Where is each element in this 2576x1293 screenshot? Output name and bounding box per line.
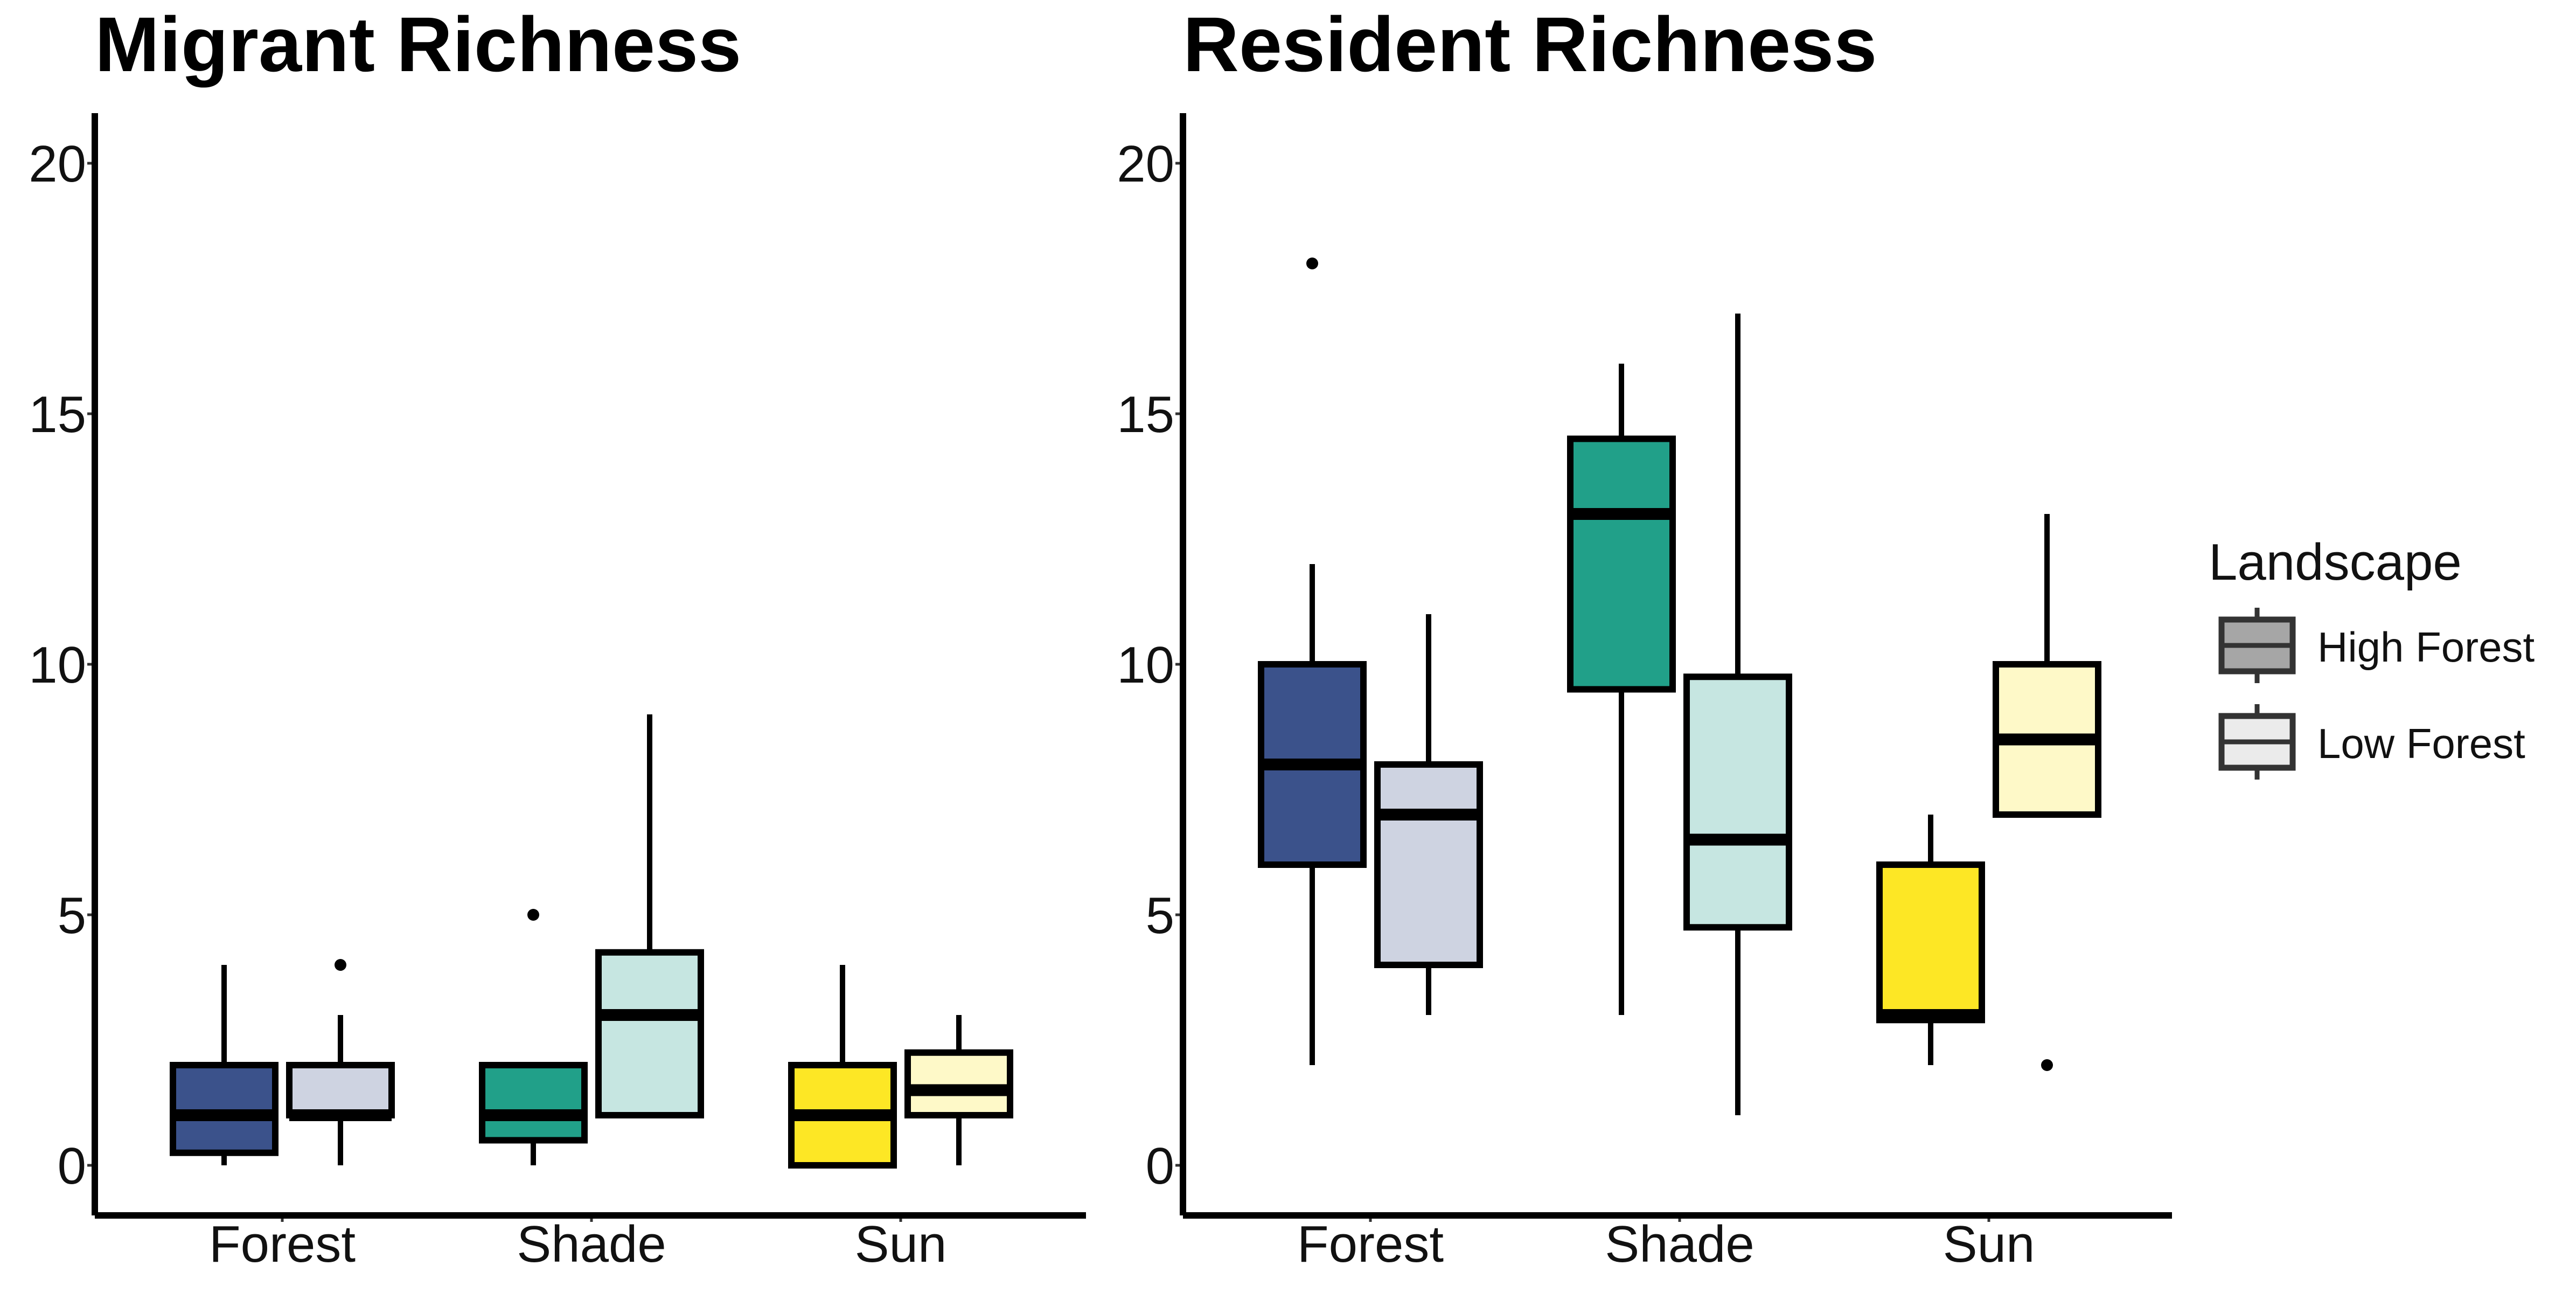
- box-shade-high-forest: [479, 909, 588, 1165]
- outlier-point: [335, 959, 346, 971]
- box-sun-high-forest: [1876, 815, 1985, 1065]
- legend-label-high-forest: High Forest: [2317, 623, 2535, 671]
- x-tick-label-shade: Shade: [1605, 1215, 1755, 1273]
- box-forest-low-forest: [1374, 614, 1483, 1015]
- box-sun-low-forest: [904, 1015, 1013, 1165]
- outlier-point: [527, 909, 539, 921]
- y-tick-label: 5: [58, 887, 86, 944]
- legend: Landscape High Forest Low Forest: [2209, 533, 2535, 780]
- box-body: [595, 949, 704, 1118]
- box-body: [1374, 761, 1483, 968]
- box-forest-high-forest: [1258, 258, 1367, 1065]
- box-body: [479, 1062, 588, 1144]
- box-body: [170, 1062, 279, 1156]
- box-shade-low-forest: [1683, 314, 1792, 1115]
- y-tick-label: 10: [1117, 636, 1174, 694]
- legend-title: Landscape: [2209, 533, 2462, 591]
- legend-label-low-forest: Low Forest: [2317, 720, 2525, 767]
- x-tick-label-shade: Shade: [517, 1215, 666, 1273]
- y-tick-label: 15: [1117, 386, 1174, 443]
- y-tick-label: 0: [1146, 1137, 1174, 1195]
- y-tick-label: 20: [29, 135, 86, 193]
- x-tick-label-sun: Sun: [1943, 1215, 2035, 1273]
- migrant-plot-area: 0 5 10 15 20: [29, 135, 1013, 1222]
- migrant-richness-panel: Migrant Richness 0 5 10 15 20 Forest Shade S…: [29, 1, 1086, 1273]
- legend-key-low-forest: [2218, 704, 2296, 780]
- box-body: [286, 1062, 395, 1118]
- box-body: [1876, 861, 1985, 1024]
- box-forest-low-forest: [286, 959, 395, 1165]
- resident-plot-area: 0 5 10 15 20: [1117, 135, 2101, 1222]
- y-tick-label: 5: [1146, 887, 1174, 944]
- box-body: [1567, 435, 1676, 693]
- y-tick-label: 20: [1117, 135, 1174, 193]
- panel-title-resident: Resident Richness: [1183, 1, 1877, 88]
- panel-title-migrant: Migrant Richness: [95, 1, 741, 88]
- y-tick-label: 15: [29, 386, 86, 443]
- x-tick-label-forest: Forest: [1297, 1215, 1444, 1273]
- x-tick-label-sun: Sun: [855, 1215, 947, 1273]
- y-tick-label: 0: [58, 1137, 86, 1195]
- box-sun-high-forest: [788, 965, 897, 1169]
- box-shade-low-forest: [595, 714, 704, 1118]
- legend-key-high-forest: [2218, 608, 2296, 683]
- box-body: [904, 1049, 1013, 1118]
- box-sun-low-forest: [1993, 514, 2101, 1071]
- x-tick-label-forest: Forest: [209, 1215, 356, 1273]
- y-tick-label: 10: [29, 636, 86, 694]
- legend-item-high-forest: High Forest: [2218, 608, 2535, 683]
- legend-item-low-forest: Low Forest: [2218, 704, 2525, 780]
- outlier-point: [2041, 1059, 2053, 1071]
- box-shade-high-forest: [1567, 364, 1676, 1015]
- box-forest-high-forest: [170, 965, 279, 1165]
- box-body: [1683, 673, 1792, 931]
- outlier-point: [1306, 258, 1318, 269]
